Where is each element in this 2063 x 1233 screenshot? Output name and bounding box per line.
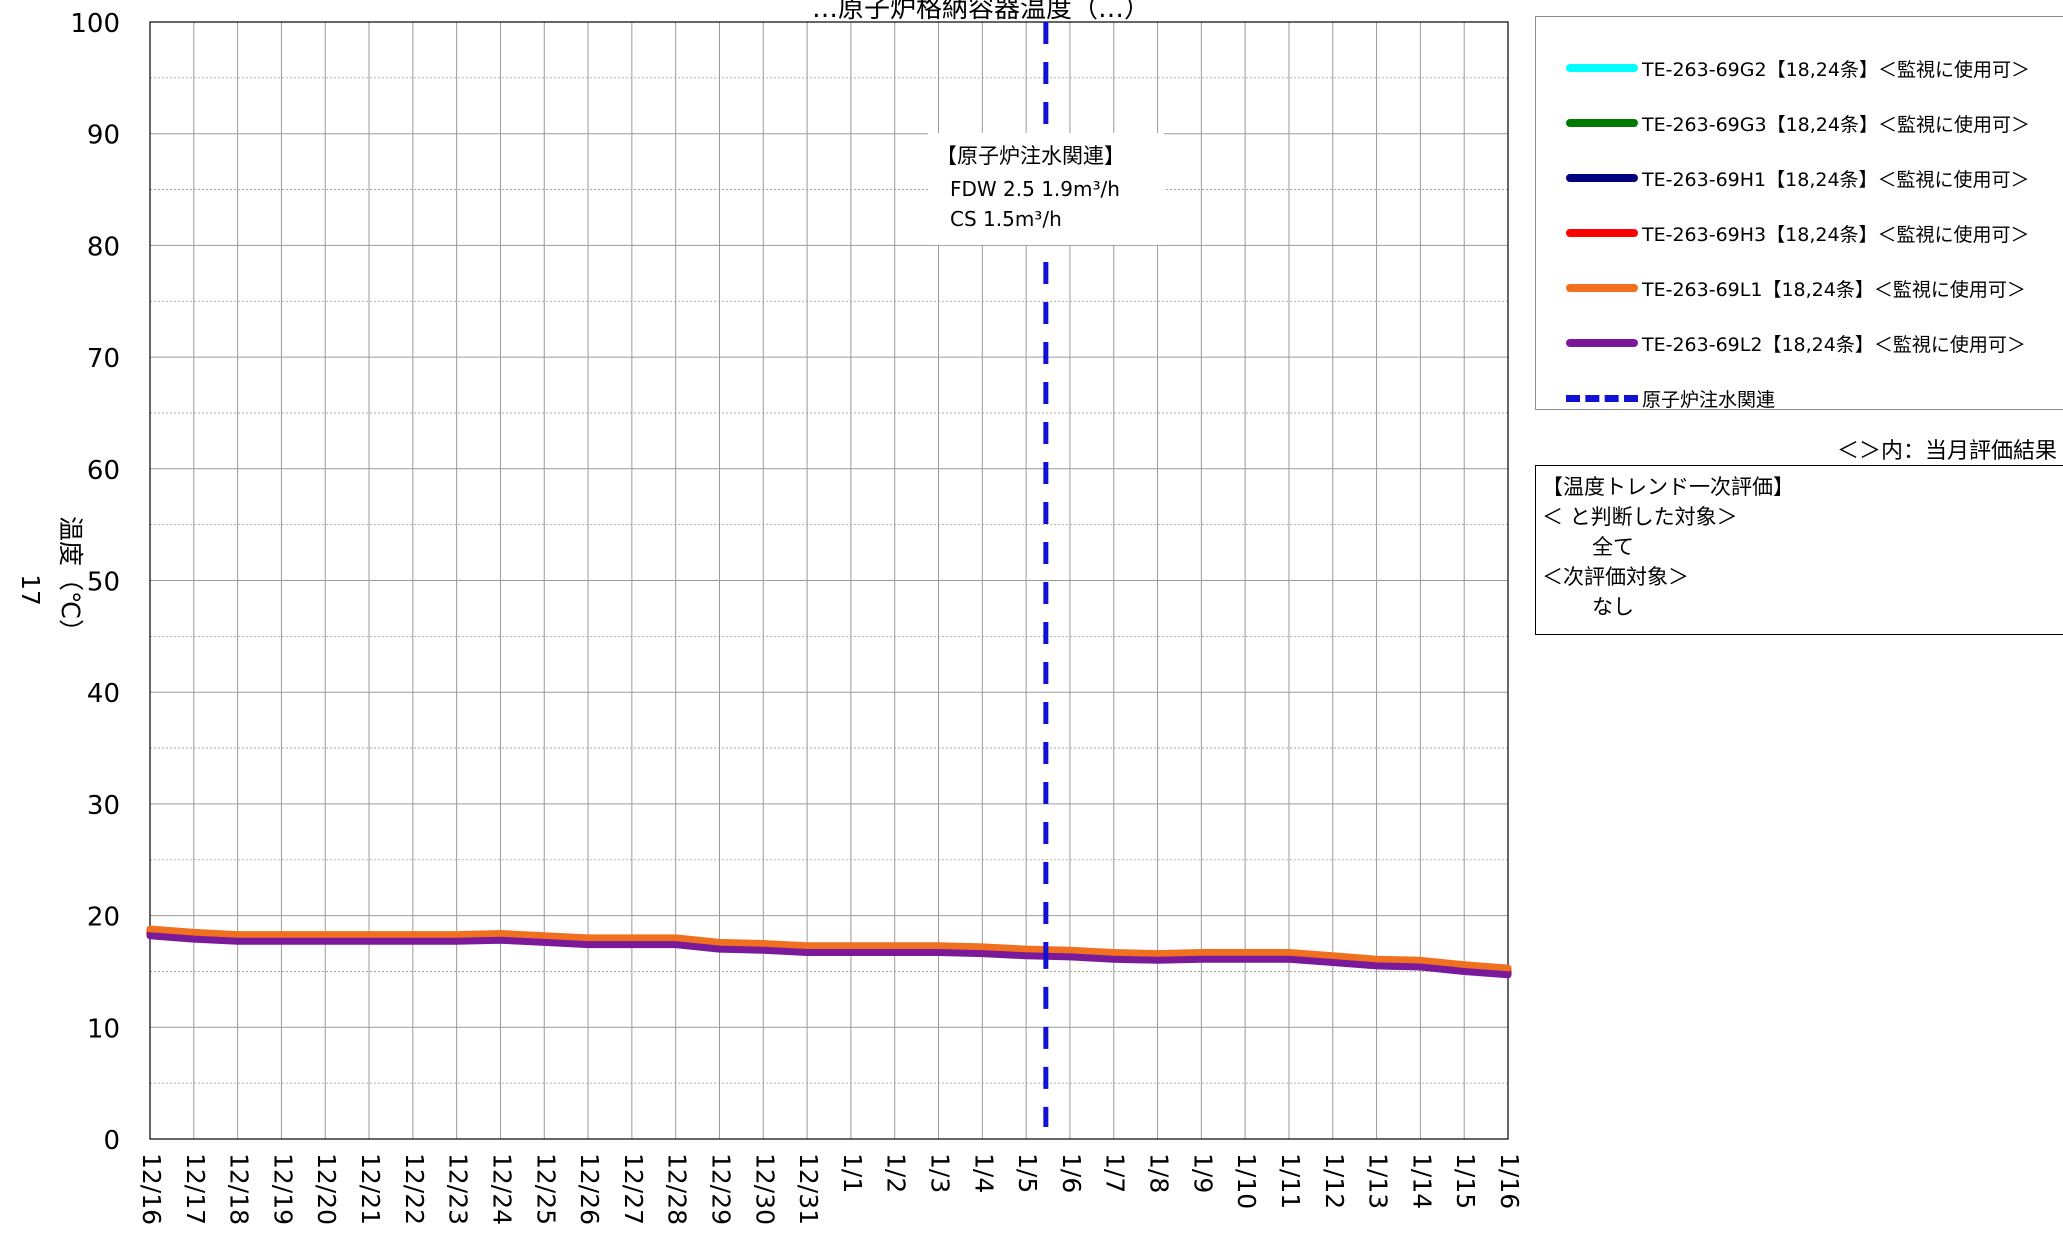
legend-swatch-dashed — [1566, 394, 1638, 402]
legend-swatch — [1566, 229, 1638, 237]
x-tick-label: 12/30 — [750, 1153, 779, 1225]
legend-label: TE-263-69H1【18,24条】＜監視に使用可＞ — [1642, 168, 2030, 191]
y-tick-label: 40 — [87, 679, 120, 709]
x-tick-label: 12/24 — [487, 1153, 516, 1225]
x-tick-label: 12/19 — [268, 1153, 297, 1225]
chart-title: …原子炉格納容器温度（…） — [812, 0, 1151, 24]
y-tick-label: 50 — [87, 568, 120, 598]
evaluation-title: 【温度トレンド一次評価】 — [1542, 475, 1794, 499]
x-tick-label: 1/12 — [1320, 1153, 1349, 1209]
y-axis-ticks: 0 10 20 30 40 50 60 70 80 90 100 — [70, 9, 120, 1156]
legend-label: TE-263-69G3【18,24条】＜監視に使用可＞ — [1642, 113, 2030, 136]
x-tick-label: 1/11 — [1276, 1153, 1305, 1209]
x-tick-label: 12/20 — [312, 1153, 341, 1225]
legend-swatch — [1566, 339, 1638, 347]
legend-label: 原子炉注水関連 — [1642, 388, 1776, 411]
plot-frame — [149, 21, 1509, 1140]
evaluation-line: 全て — [1592, 535, 1634, 559]
x-tick-label: 12/31 — [794, 1153, 823, 1225]
legend-swatch — [1566, 64, 1638, 72]
annotation-line: FDW 2.5 1.9m³/h — [950, 177, 1120, 201]
x-tick-label: 12/26 — [575, 1153, 604, 1225]
x-tick-label: 12/27 — [619, 1153, 648, 1225]
x-tick-label: 1/13 — [1364, 1153, 1393, 1209]
series-lines — [146, 925, 1512, 979]
legend-item: TE-263-69L1【18,24条】＜監視に使用可＞ — [1566, 273, 2026, 303]
legend-label: TE-263-69L2【18,24条】＜監視に使用可＞ — [1642, 333, 2026, 356]
x-tick-label: 12/21 — [356, 1153, 385, 1225]
x-tick-label: 12/17 — [181, 1153, 210, 1225]
legend-swatch — [1566, 119, 1638, 127]
legend-item: TE-263-69L2【18,24条】＜監視に使用可＞ — [1566, 328, 2026, 358]
annotation-group: 【原子炉注水関連】 FDW 2.5 1.9m³/h CS 1.5m³/h — [928, 133, 1164, 245]
legend-label: TE-263-69L1【18,24条】＜監視に使用可＞ — [1642, 278, 2026, 301]
y-tick-label: 30 — [87, 791, 120, 821]
x-tick-label: 12/16 — [137, 1153, 166, 1225]
x-tick-label: 1/7 — [1101, 1153, 1130, 1193]
y-tick-label: 80 — [87, 232, 120, 262]
x-tick-label: 1/15 — [1451, 1153, 1480, 1209]
chart-grid — [150, 22, 1508, 1139]
y-tick-label: 20 — [87, 903, 120, 933]
x-tick-label: 12/22 — [400, 1153, 429, 1225]
page-number: 17 — [16, 574, 45, 606]
y-tick-label: 70 — [87, 344, 120, 374]
x-tick-label: 12/28 — [663, 1153, 692, 1225]
x-tick-label: 1/5 — [1013, 1153, 1042, 1193]
x-tick-label: 12/18 — [225, 1153, 254, 1225]
x-tick-label: 1/9 — [1188, 1153, 1217, 1193]
annotation-box — [928, 133, 1164, 245]
legend-item: 原子炉注水関連 — [1566, 383, 1775, 413]
annotation-line: CS 1.5m³/h — [950, 207, 1062, 231]
x-tick-label: 1/1 — [838, 1153, 867, 1193]
x-tick-label: 1/6 — [1057, 1153, 1086, 1193]
x-tick-label: 1/14 — [1407, 1153, 1436, 1209]
legend-item: TE-263-69H1【18,24条】＜監視に使用可＞ — [1566, 163, 2030, 193]
x-tick-label: 1/2 — [882, 1153, 911, 1193]
legend-label: TE-263-69G2【18,24条】＜監視に使用可＞ — [1642, 58, 2030, 81]
annotation-title: 【原子炉注水関連】 — [936, 144, 1125, 168]
legend-note: ＜＞内：当月評価結果 — [1836, 439, 2057, 464]
y-tick-label: 100 — [70, 9, 120, 39]
y-tick-label: 60 — [87, 456, 120, 486]
evaluation-box: 【温度トレンド一次評価】 ＜ と判断した対象＞ 全て ＜次評価対象＞ なし — [1535, 465, 2063, 635]
y-tick-label: 90 — [87, 121, 120, 151]
legend-item: TE-263-69H3【18,24条】＜監視に使用可＞ — [1566, 218, 2030, 248]
legend-swatch — [1566, 174, 1638, 182]
x-tick-label: 1/4 — [969, 1153, 998, 1193]
series-line — [146, 925, 1512, 972]
x-tick-label: 12/29 — [706, 1153, 735, 1225]
legend-item: TE-263-69G2【18,24条】＜監視に使用可＞ — [1566, 53, 2030, 83]
x-tick-label: 12/23 — [444, 1153, 473, 1225]
y-axis-label: 温度（℃） — [56, 516, 85, 644]
x-axis-ticks: 12/16 12/17 12/18 12/19 12/20 12/21 12/22 12/23… — [137, 1153, 1524, 1225]
x-tick-label: 1/3 — [926, 1153, 955, 1193]
evaluation-line: なし — [1592, 595, 1634, 619]
evaluation-line: ＜次評価対象＞ — [1542, 565, 1689, 589]
evaluation-line: ＜ と判断した対象＞ — [1542, 505, 1738, 529]
legend-label: TE-263-69H3【18,24条】＜監視に使用可＞ — [1642, 223, 2030, 246]
legend: TE-263-69G2【18,24条】＜監視に使用可＞ TE-263-69G3【… — [1535, 16, 2063, 413]
x-tick-label: 1/16 — [1495, 1153, 1524, 1209]
legend-swatch — [1566, 284, 1638, 292]
legend-item: TE-263-69G3【18,24条】＜監視に使用可＞ — [1566, 108, 2030, 138]
x-tick-label: 1/10 — [1232, 1153, 1261, 1209]
x-tick-label: 12/25 — [531, 1153, 560, 1225]
series-line — [146, 932, 1512, 979]
x-tick-label: 1/8 — [1145, 1153, 1174, 1193]
y-tick-label: 10 — [87, 1014, 120, 1044]
y-tick-label: 0 — [103, 1126, 120, 1156]
